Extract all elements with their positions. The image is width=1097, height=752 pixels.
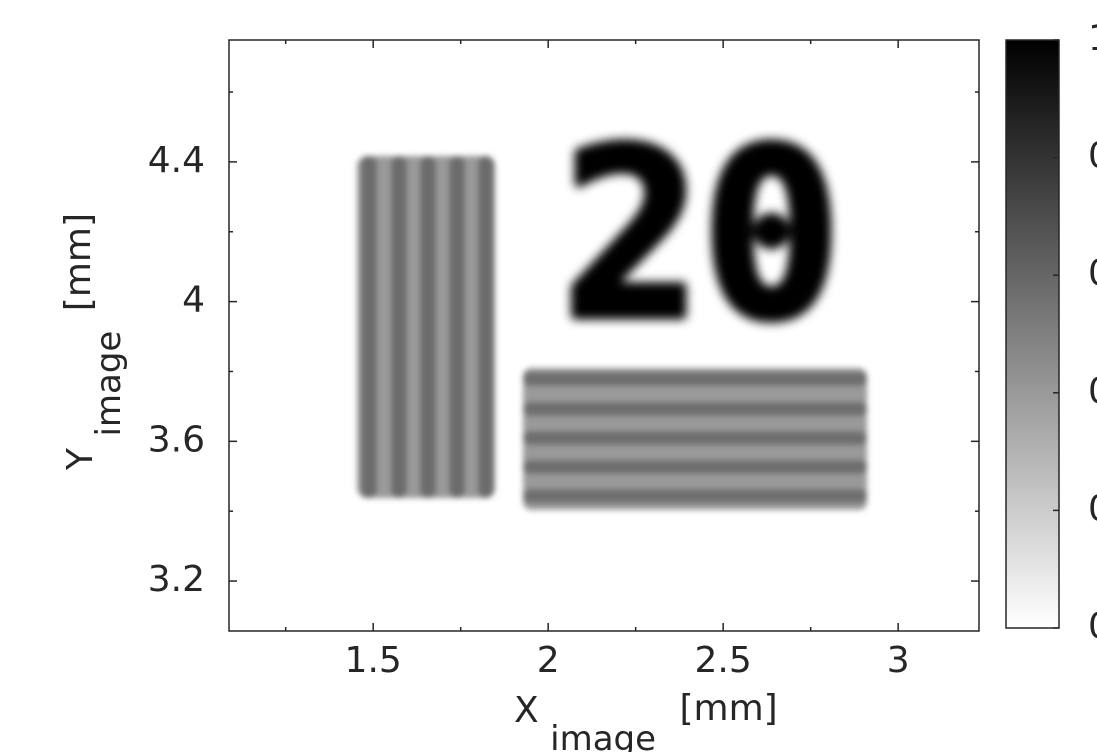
y-tick-label: 4.4 (148, 140, 205, 181)
y-axis-label-sub: image (89, 331, 129, 437)
stripe (523, 372, 867, 386)
x-tick-label: 2.5 (695, 640, 752, 681)
colorbar-tick-label: 0 (1088, 606, 1097, 647)
stripe (420, 156, 436, 498)
colorbar-tick-label: 1 (1088, 18, 1097, 59)
x-tick-label: 3 (887, 640, 910, 681)
x-axis-label: X image [mm] (514, 688, 778, 752)
stripe (449, 156, 465, 498)
x-axis-label-main: X (514, 690, 539, 731)
stripe (523, 402, 867, 416)
y-axis-label-group: Y image [mm] (58, 213, 129, 471)
stripe (478, 156, 494, 498)
axes-box (228, 39, 980, 632)
colorbar-tick-label: 0.8 (1088, 136, 1097, 177)
stripe (361, 156, 377, 498)
colorbar (1005, 39, 1060, 629)
y-tick-label: 3.6 (148, 419, 205, 460)
stripe (523, 460, 867, 474)
image: 20 (357, 96, 867, 510)
y-axis-label: Y image [mm] (58, 213, 129, 471)
stripe (523, 431, 867, 445)
x-axis-label-sub: image (550, 719, 656, 752)
y-tick-label: 4 (182, 280, 205, 321)
stripe (523, 489, 867, 503)
x-axis-label-unit: [mm] (679, 688, 777, 729)
y-axis-label-main: Y (60, 447, 101, 471)
y-axis-label-unit: [mm] (58, 213, 99, 311)
colorbar-tick-label: 0.6 (1088, 253, 1097, 294)
colorbar-tick-label: 0.4 (1088, 371, 1097, 412)
x-tick-label: 1.5 (345, 640, 402, 681)
x-tick-label: 2 (537, 640, 560, 681)
colorbar-tick-label: 0.2 (1088, 488, 1097, 529)
image-text: 20 (562, 100, 841, 370)
y-tick-label: 3.2 (148, 559, 205, 600)
stripe (391, 156, 407, 498)
vertical-bars (357, 156, 495, 498)
horizontal-bars (523, 368, 867, 510)
